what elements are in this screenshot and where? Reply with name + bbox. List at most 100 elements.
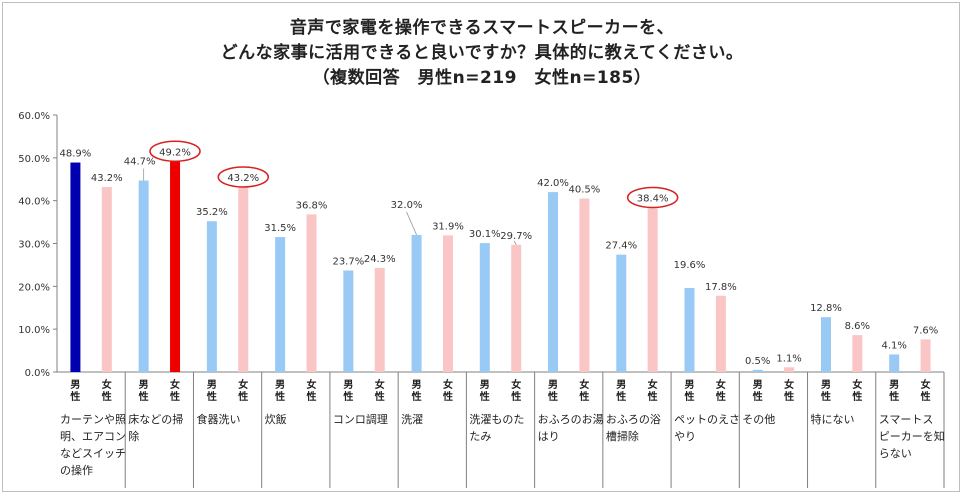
female-axis-label: 性	[647, 390, 658, 403]
female-axis-label: 女	[443, 378, 453, 391]
female-axis-label: 性	[510, 390, 521, 403]
category-label: ペットのえさ	[674, 413, 740, 426]
category-label: 除	[128, 429, 139, 443]
female-axis-label: 性	[783, 390, 794, 403]
female-data-label: 49.2%	[159, 147, 191, 158]
male-data-label: 12.8%	[810, 303, 842, 314]
female-axis-label: 女	[579, 378, 589, 391]
female-axis-label: 女	[238, 378, 248, 391]
female-axis-label: 女	[716, 378, 726, 391]
male-bar	[343, 270, 354, 372]
male-data-label: 32.0%	[391, 200, 423, 211]
female-bar	[920, 339, 931, 372]
male-bar	[616, 254, 627, 372]
female-data-label: 1.1%	[776, 353, 801, 364]
male-axis-label: 性	[342, 390, 353, 403]
male-data-label: 48.9%	[60, 149, 92, 160]
chart-title-line-3: （複数回答 男性n=219 女性n=185）	[312, 68, 652, 88]
male-axis-label: 男	[207, 379, 217, 391]
y-tick-label: 20.0%	[18, 282, 50, 293]
y-tick-label: 50.0%	[18, 154, 50, 165]
male-data-label: 42.0%	[537, 178, 569, 189]
female-axis-label: 性	[101, 390, 112, 403]
y-tick-label: 0.0%	[25, 368, 50, 379]
female-bar	[647, 207, 658, 372]
category-label: たみ	[469, 430, 491, 443]
male-axis-label: 男	[684, 379, 694, 391]
male-axis-label: 男	[548, 379, 558, 391]
male-bar	[206, 221, 217, 372]
male-axis-label: 性	[615, 390, 626, 403]
category-label: 食器洗い	[196, 412, 240, 426]
male-axis-label: 性	[547, 390, 558, 403]
male-axis-label: 性	[752, 390, 763, 403]
female-axis-label: 性	[169, 390, 180, 403]
male-data-label: 23.7%	[332, 256, 364, 267]
male-axis-label: 性	[138, 390, 149, 403]
male-axis-label: 男	[343, 379, 353, 391]
male-axis-label: 性	[206, 390, 217, 403]
category-label: はり	[538, 430, 560, 443]
male-axis-label: 男	[889, 379, 899, 391]
category-label: 槽掃除	[606, 429, 639, 443]
male-bar	[479, 243, 490, 372]
female-bar	[442, 235, 453, 372]
category-label: の操作	[60, 463, 93, 477]
male-data-label: 35.2%	[196, 207, 228, 218]
male-bar	[548, 192, 559, 372]
female-axis-label: 女	[852, 378, 862, 391]
female-axis-label: 女	[511, 378, 521, 391]
male-bar	[684, 288, 695, 372]
male-axis-label: 性	[274, 390, 285, 403]
male-axis-label: 男	[139, 379, 149, 391]
female-bar	[374, 267, 385, 372]
male-axis-label: 性	[888, 390, 899, 403]
male-axis-label: 男	[821, 379, 831, 391]
male-data-label: 27.4%	[605, 241, 637, 252]
category-label: などスイッチ	[60, 447, 126, 460]
chart-title-line-2: どんな家事に活用できると良いですか？具体的に教えてください。	[220, 43, 744, 63]
female-bar	[579, 198, 590, 372]
category-label: おふろのお湯	[538, 413, 604, 426]
female-data-label: 38.4%	[637, 194, 669, 205]
female-data-label: 43.2%	[91, 173, 123, 184]
male-axis-label: 性	[683, 390, 694, 403]
category-label: スマートス	[879, 413, 934, 426]
category-label: カーテンや照	[60, 413, 126, 426]
male-axis-label: 男	[753, 379, 763, 391]
male-bar	[889, 354, 900, 372]
chart-title-line-1: 音声で家電を操作できるスマートスピーカーを、	[289, 18, 675, 38]
y-tick-label: 10.0%	[18, 325, 50, 336]
female-bar	[715, 295, 726, 372]
female-data-label: 8.6%	[845, 321, 870, 332]
female-axis-label: 女	[648, 378, 658, 391]
female-data-label: 7.6%	[913, 325, 938, 336]
male-axis-label: 男	[275, 379, 285, 391]
male-bar	[820, 317, 831, 372]
male-data-label: 44.7%	[124, 157, 156, 168]
male-bar	[138, 180, 149, 372]
female-bar	[852, 335, 863, 372]
female-axis-label: 性	[374, 390, 385, 403]
leader-line	[513, 240, 517, 245]
male-data-label: 19.6%	[674, 260, 706, 271]
male-axis-label: 男	[616, 379, 626, 391]
male-axis-label: 男	[412, 379, 422, 391]
female-axis-label: 性	[851, 390, 862, 403]
category-label: 炊飯	[265, 412, 287, 426]
female-axis-label: 性	[578, 390, 589, 403]
highlight-circle	[149, 140, 201, 163]
male-axis-label: 男	[480, 379, 490, 391]
female-data-label: 43.2%	[227, 173, 259, 184]
male-axis-label: 性	[411, 390, 422, 403]
female-bar	[101, 186, 112, 372]
y-tick-label: 60.0%	[18, 111, 50, 122]
male-data-label: 0.5%	[745, 356, 770, 367]
male-bar	[752, 369, 763, 372]
highlight-circle	[217, 166, 270, 188]
female-bar	[306, 214, 317, 372]
category-label: コンロ調理	[333, 412, 388, 426]
category-label: ピーカーを知	[879, 429, 945, 443]
male-bar	[275, 237, 286, 372]
